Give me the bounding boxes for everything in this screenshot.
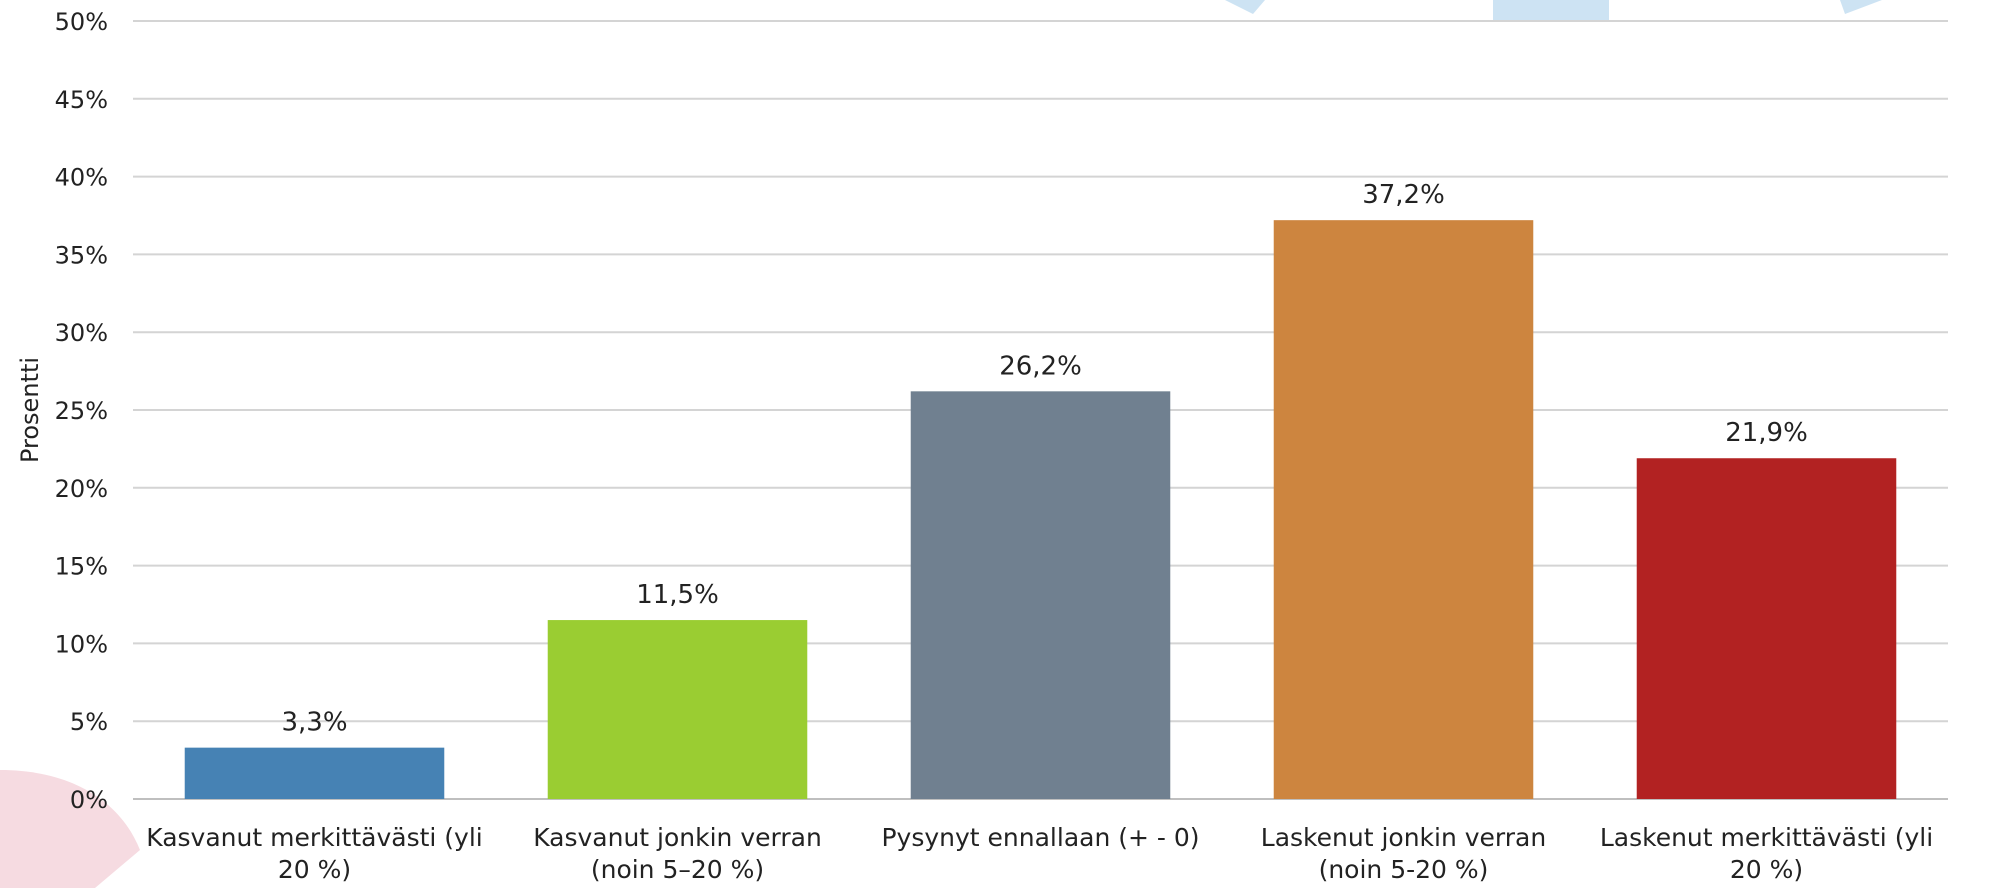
decor-pink-shape: [0, 770, 140, 888]
category-label-1-line-2: 20 %): [278, 855, 351, 884]
category-label-3-line-1: Pysynyt ennallaan (+ - 0): [881, 823, 1199, 852]
y-tick-label: 10%: [55, 630, 108, 658]
category-label-2-line-2: (noin 5–20 %): [591, 855, 764, 884]
x-axis-categories: Kasvanut merkittävästi (yli 20 %) Kasvanut…: [146, 823, 1933, 884]
y-tick-label: 5%: [70, 708, 108, 736]
y-tick-label: 20%: [55, 475, 108, 503]
bar-4: [1273, 220, 1534, 800]
y-tick-label: 0%: [70, 786, 108, 814]
category-label-4-line-2: (noin 5-20 %): [1319, 855, 1489, 884]
category-label-4-line-1: Laskenut jonkin verran: [1261, 823, 1546, 852]
data-label-2: 11,5%: [636, 580, 719, 610]
y-tick-label: 15%: [55, 553, 108, 581]
background-decoration: [0, 0, 1882, 888]
y-tick-label: 40%: [55, 164, 108, 192]
y-tick-label: 35%: [55, 241, 108, 269]
data-label-4: 37,2%: [1362, 180, 1445, 210]
decor-blue-shape-right: [1840, 0, 1882, 14]
category-label-5-line-1: Laskenut merkittävästi (yli: [1600, 823, 1933, 852]
data-labels: 3,3% 11,5% 26,2% 37,2% 21,9%: [281, 180, 1807, 737]
y-axis-title: Prosentti: [16, 357, 44, 463]
y-tick-label: 30%: [55, 319, 108, 347]
bar-1: [184, 747, 445, 799]
data-label-3: 26,2%: [999, 351, 1082, 381]
decor-blue-shape-left: [1225, 0, 1265, 14]
y-tick-label: 50%: [55, 8, 108, 36]
decor-blue-shape-middle: [1493, 0, 1609, 20]
data-label-1: 3,3%: [281, 708, 347, 738]
y-tick-label: 45%: [55, 86, 108, 114]
bars: [184, 220, 1897, 800]
bar-2: [547, 620, 808, 799]
data-label-5: 21,9%: [1725, 418, 1808, 448]
category-label-5-line-2: 20 %): [1730, 855, 1803, 884]
category-label-1-line-1: Kasvanut merkittävästi (yli: [146, 823, 483, 852]
bar-5: [1636, 458, 1897, 799]
y-tick-label: 25%: [55, 397, 108, 425]
bar-3: [910, 391, 1171, 799]
y-axis-ticks: 0% 5% 10% 15% 20% 25% 30% 35% 40% 45% 50%: [55, 8, 108, 814]
category-label-2-line-1: Kasvanut jonkin verran: [533, 823, 822, 852]
